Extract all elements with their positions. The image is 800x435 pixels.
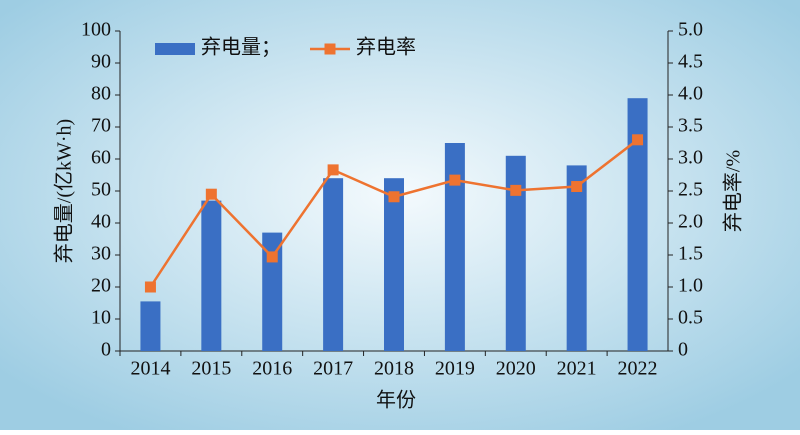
y2-tick-label: 1.5	[678, 243, 703, 265]
y2-tick-label: 2.5	[678, 179, 703, 201]
bar	[384, 178, 404, 351]
y2-tick-label: 4.0	[678, 83, 703, 105]
x-tick-label: 2021	[557, 358, 597, 380]
marker	[449, 174, 461, 186]
y2-tick-label: 5.0	[678, 19, 703, 41]
y2-tick-label: 0	[678, 339, 688, 361]
y-tick-label: 30	[91, 243, 111, 265]
bar	[323, 178, 344, 351]
marker	[327, 164, 339, 176]
x-tick-label: 2022	[618, 358, 658, 380]
y-tick-label: 80	[91, 83, 111, 105]
y-tick-label: 40	[91, 211, 111, 233]
marker	[266, 251, 278, 263]
y-tick-label: 60	[91, 147, 111, 169]
y2-tick-label: 2.0	[678, 211, 703, 233]
y-tick-label: 100	[81, 19, 111, 41]
legend-swatch	[324, 43, 336, 55]
marker	[632, 134, 644, 146]
y2-tick-label: 4.5	[678, 51, 703, 73]
x-axis-title: 年份	[376, 389, 416, 412]
y2-tick-label: 1.0	[678, 275, 703, 297]
y-tick-label: 0	[101, 339, 111, 361]
marker	[205, 188, 217, 200]
bar	[444, 143, 465, 351]
y2-tick-label: 3.5	[678, 115, 703, 137]
marker	[510, 184, 522, 196]
y2-axis-title: 弃电率/%	[722, 150, 745, 232]
y-axis-title: 弃电量/(亿kW·h)	[53, 119, 76, 263]
bar	[201, 200, 222, 351]
bar	[140, 301, 161, 351]
y-tick-label: 90	[91, 51, 111, 73]
y-tick-label: 50	[91, 179, 111, 201]
y-tick-label: 70	[91, 115, 111, 137]
bar	[627, 98, 648, 351]
bar	[505, 155, 526, 351]
legend-swatch	[155, 43, 195, 55]
x-tick-label: 2017	[313, 358, 353, 380]
x-tick-label: 2014	[130, 358, 170, 380]
y2-tick-label: 0.5	[678, 307, 703, 329]
legend-label: 弃电率	[356, 36, 416, 59]
y-tick-label: 10	[91, 307, 111, 329]
x-tick-label: 2019	[435, 358, 475, 380]
marker	[571, 181, 583, 193]
x-tick-label: 2016	[252, 358, 292, 380]
x-tick-label: 2018	[374, 358, 414, 380]
marker	[144, 281, 156, 293]
legend-label: 弃电量；	[201, 36, 281, 59]
x-tick-label: 2020	[496, 358, 536, 380]
y-tick-label: 20	[91, 275, 111, 297]
marker	[388, 191, 400, 203]
bar	[566, 165, 587, 351]
y2-tick-label: 3.0	[678, 147, 703, 169]
x-tick-label: 2015	[191, 358, 231, 380]
